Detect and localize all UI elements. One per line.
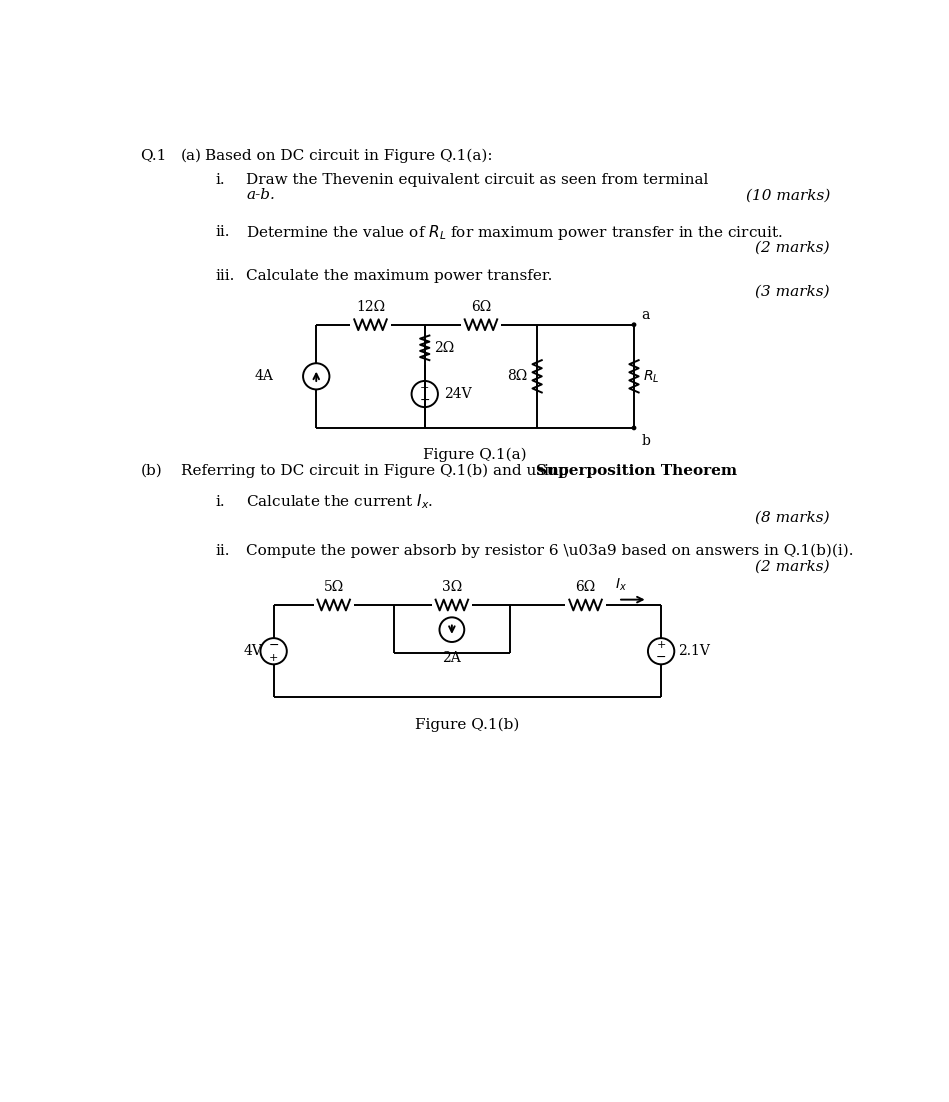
Text: Determine the value of $R_L$ for maximum power transfer in the circuit.: Determine the value of $R_L$ for maximum… [247, 223, 783, 241]
Text: (10 marks): (10 marks) [746, 188, 830, 203]
Text: Draw the Thevenin equivalent circuit as seen from terminal: Draw the Thevenin equivalent circuit as … [247, 173, 709, 187]
Text: 2A: 2A [442, 651, 461, 666]
Text: (2 marks): (2 marks) [755, 560, 830, 573]
Text: Calculate the current $I_x$.: Calculate the current $I_x$. [247, 493, 434, 511]
Text: i.: i. [215, 495, 225, 509]
Circle shape [632, 323, 636, 326]
Text: −: − [656, 651, 666, 665]
Text: 8Ω: 8Ω [508, 369, 528, 383]
Text: iii.: iii. [215, 269, 234, 283]
Text: a-b.: a-b. [247, 188, 275, 203]
Circle shape [632, 426, 636, 430]
Text: (2 marks): (2 marks) [755, 240, 830, 255]
Text: 24V: 24V [444, 387, 472, 401]
Text: (3 marks): (3 marks) [755, 284, 830, 299]
Text: $R_L$: $R_L$ [643, 368, 660, 385]
Text: Calculate the maximum power transfer.: Calculate the maximum power transfer. [247, 269, 553, 283]
Text: −: − [269, 639, 279, 651]
Text: 6Ω: 6Ω [575, 581, 596, 594]
Text: Q.1: Q.1 [140, 149, 167, 162]
Text: 12Ω: 12Ω [356, 300, 385, 314]
Text: Referring to DC circuit in Figure Q.1(b) and using: Referring to DC circuit in Figure Q.1(b)… [180, 464, 573, 478]
Text: 2.1V: 2.1V [679, 645, 710, 658]
Text: 3Ω: 3Ω [441, 581, 462, 594]
Text: 4V: 4V [243, 645, 262, 658]
Text: Figure Q.1(b): Figure Q.1(b) [415, 717, 519, 732]
Text: Superposition Theorem: Superposition Theorem [535, 464, 736, 478]
Text: −: − [419, 393, 430, 407]
Text: 4A: 4A [254, 369, 273, 383]
Text: +: + [269, 652, 278, 662]
Text: b: b [642, 434, 651, 449]
Text: (b): (b) [140, 464, 162, 478]
Text: 2Ω: 2Ω [434, 341, 455, 355]
Text: ii.: ii. [215, 225, 230, 239]
Text: i.: i. [215, 173, 225, 187]
Text: (8 marks): (8 marks) [755, 510, 830, 525]
Text: (a): (a) [180, 149, 201, 162]
Text: +: + [420, 383, 430, 393]
Text: :: : [716, 464, 720, 478]
Text: +: + [657, 640, 666, 650]
Text: 5Ω: 5Ω [324, 581, 344, 594]
Text: a: a [642, 307, 650, 322]
Text: ii.: ii. [215, 544, 230, 558]
Text: 6Ω: 6Ω [471, 300, 491, 314]
Text: Compute the power absorb by resistor 6 \u03a9 based on answers in Q.1(b)(i).: Compute the power absorb by resistor 6 \… [247, 544, 854, 559]
Text: Figure Q.1(a): Figure Q.1(a) [423, 447, 527, 462]
Text: $I_x$: $I_x$ [615, 577, 627, 594]
Text: Based on DC circuit in Figure Q.1(a):: Based on DC circuit in Figure Q.1(a): [205, 148, 493, 162]
